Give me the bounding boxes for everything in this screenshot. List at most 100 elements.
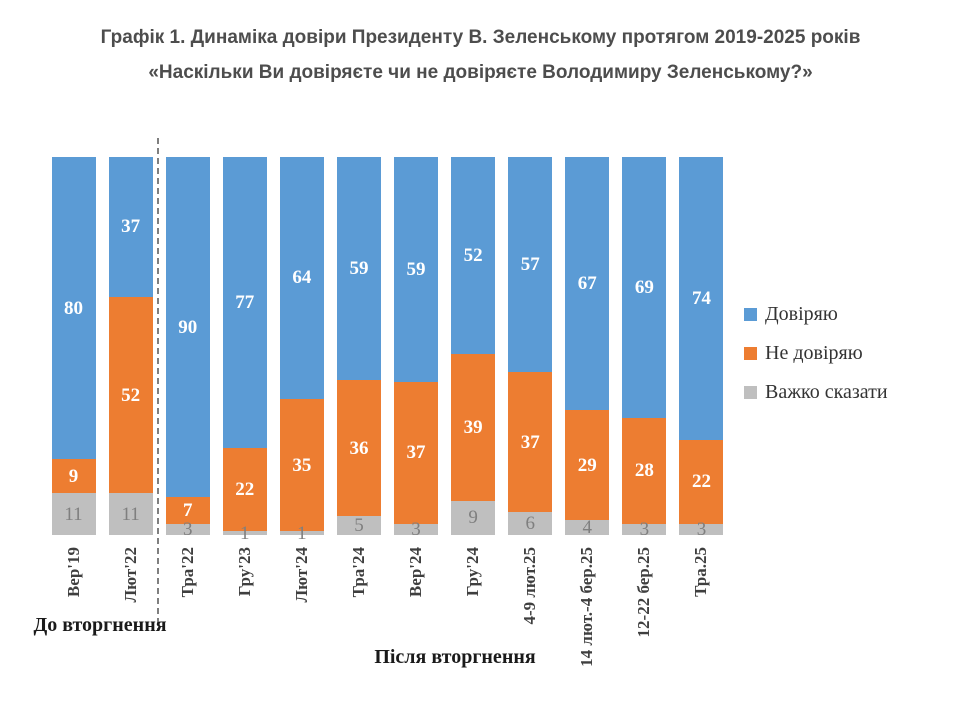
- value-label: 59: [349, 258, 369, 279]
- segment-trust: 64: [279, 157, 324, 399]
- segment-trust: 37: [108, 157, 153, 297]
- annotation-after-invasion: Після вторгнення: [374, 646, 536, 668]
- segment-undecided: 5: [336, 515, 381, 537]
- value-label: 22: [691, 471, 711, 493]
- segment-trust: 69: [622, 157, 667, 418]
- bar-Тра'22: 90 7 3: [165, 157, 210, 539]
- segment-undecided: 3: [622, 520, 667, 539]
- segment-distrust: 22: [679, 439, 724, 524]
- segment-distrust: 37: [508, 372, 553, 513]
- value-label: 35: [292, 454, 312, 476]
- legend-swatch-trust: [744, 308, 757, 321]
- legend-swatch-distrust: [744, 347, 757, 360]
- segment-trust: 77: [222, 157, 267, 449]
- segment-trust: 52: [451, 157, 496, 354]
- value-label: 67: [577, 273, 597, 295]
- chart-title: Графік 1. Динаміка довіри Президенту В. …: [100, 27, 861, 48]
- invasion-divider-dashed-line: [157, 138, 159, 630]
- value-label: 64: [292, 267, 312, 289]
- x-axis-label: Лют'22: [120, 547, 140, 603]
- segment-trust: 90: [165, 157, 210, 498]
- value-label: 1: [240, 522, 250, 544]
- annotation-before-invasion: До вторгнення: [33, 614, 167, 636]
- segment-undecided: 1: [279, 524, 324, 543]
- legend-item-undecided: Важко сказати: [744, 380, 888, 405]
- segment-undecided: 11: [108, 493, 153, 535]
- value-label: 90: [178, 316, 198, 338]
- segment-trust: 80: [51, 157, 96, 460]
- segment-distrust: 37: [394, 382, 439, 524]
- value-label: 74: [691, 287, 711, 309]
- bar-4-9 лют.25: 57 37 6: [508, 157, 553, 535]
- value-label: 37: [520, 431, 540, 453]
- segment-undecided: 3: [679, 520, 724, 539]
- x-axis-label: Лют'24: [291, 547, 311, 603]
- legend-swatch-undecided: [744, 386, 757, 399]
- value-label: 57: [520, 254, 540, 276]
- segment-undecided: 4: [565, 518, 610, 537]
- segment-distrust: 35: [279, 398, 324, 532]
- segment-distrust: 22: [222, 448, 267, 532]
- bar-Тра'24: 59 36 5: [336, 157, 381, 537]
- bar-Вер'24: 59 37 3: [394, 157, 439, 539]
- segment-undecided: 6: [508, 512, 553, 535]
- value-label: 37: [406, 442, 426, 464]
- legend: Довіряю Не довіряю Важко сказати: [744, 302, 888, 405]
- value-label: 3: [411, 518, 421, 540]
- legend-item-distrust: Не довіряю: [744, 341, 888, 366]
- segment-undecided: 11: [51, 493, 96, 535]
- segment-trust: 67: [565, 157, 610, 411]
- value-label: 9: [468, 507, 478, 529]
- legend-label-trust: Довіряю: [765, 303, 838, 325]
- value-label: 69: [634, 276, 654, 298]
- plot-area: 80 9 11 37 52 11 90 7 3 77 22 1 64 35 1 59 36 5 59 37 3 52 39 9…: [45, 157, 730, 543]
- value-label: 36: [349, 437, 369, 459]
- segment-trust: 59: [394, 157, 439, 383]
- value-label: 11: [121, 503, 140, 525]
- bar-Лют'22: 37 52 11: [108, 157, 153, 535]
- legend-label-distrust: Не довіряю: [765, 342, 863, 364]
- value-label: 77: [235, 292, 255, 314]
- segment-undecided: 3: [165, 520, 210, 539]
- value-label: 39: [463, 416, 483, 438]
- value-label: 11: [64, 503, 83, 525]
- bar-12-22 бер.25: 69 28 3: [622, 157, 667, 539]
- segment-trust: 74: [679, 157, 724, 440]
- segment-undecided: 9: [451, 500, 496, 535]
- x-axis-label: Вер'19: [63, 547, 83, 598]
- bar-Вер'19: 80 9 11: [51, 157, 96, 535]
- segment-distrust: 29: [565, 410, 610, 520]
- x-axis-label: 4-9 лют.25: [520, 547, 540, 625]
- segment-distrust: 36: [336, 380, 381, 517]
- bar-Гру'24: 52 39 9: [451, 157, 496, 535]
- value-label: 59: [406, 259, 426, 281]
- value-label: 52: [463, 244, 483, 266]
- value-label: 28: [634, 460, 654, 482]
- chart-header: Графік 1. Динаміка довіри Президенту В. …: [0, 20, 961, 90]
- segment-distrust: 28: [622, 417, 667, 524]
- segment-distrust: 9: [51, 459, 96, 494]
- value-label: 5: [354, 515, 364, 537]
- x-axis-label: Тра'24: [348, 547, 368, 598]
- value-label: 22: [235, 479, 255, 501]
- x-axis-label: Гру'24: [463, 547, 483, 597]
- value-label: 1: [297, 522, 307, 544]
- bar-14 лют.-4 бер.25: 67 29 4: [565, 157, 610, 537]
- value-label: 52: [121, 384, 141, 406]
- value-label: 29: [577, 454, 597, 476]
- value-label: 3: [182, 518, 193, 540]
- legend-item-trust: Довіряю: [744, 302, 888, 327]
- x-axis-label: Гру'23: [234, 547, 254, 597]
- segment-distrust: 7: [165, 497, 210, 524]
- value-label: 6: [525, 513, 535, 535]
- legend-label-undecided: Важко сказати: [765, 381, 888, 403]
- segment-distrust: 39: [451, 353, 496, 501]
- x-axis-label: 12-22 бер.25: [634, 547, 654, 638]
- value-label: 9: [68, 465, 79, 487]
- bar-Лют'24: 64 35 1: [279, 157, 324, 543]
- value-label: 3: [696, 518, 707, 540]
- segment-undecided: 3: [394, 520, 439, 539]
- segment-undecided: 1: [222, 524, 267, 543]
- value-label: 7: [182, 499, 193, 521]
- segment-trust: 59: [336, 157, 381, 381]
